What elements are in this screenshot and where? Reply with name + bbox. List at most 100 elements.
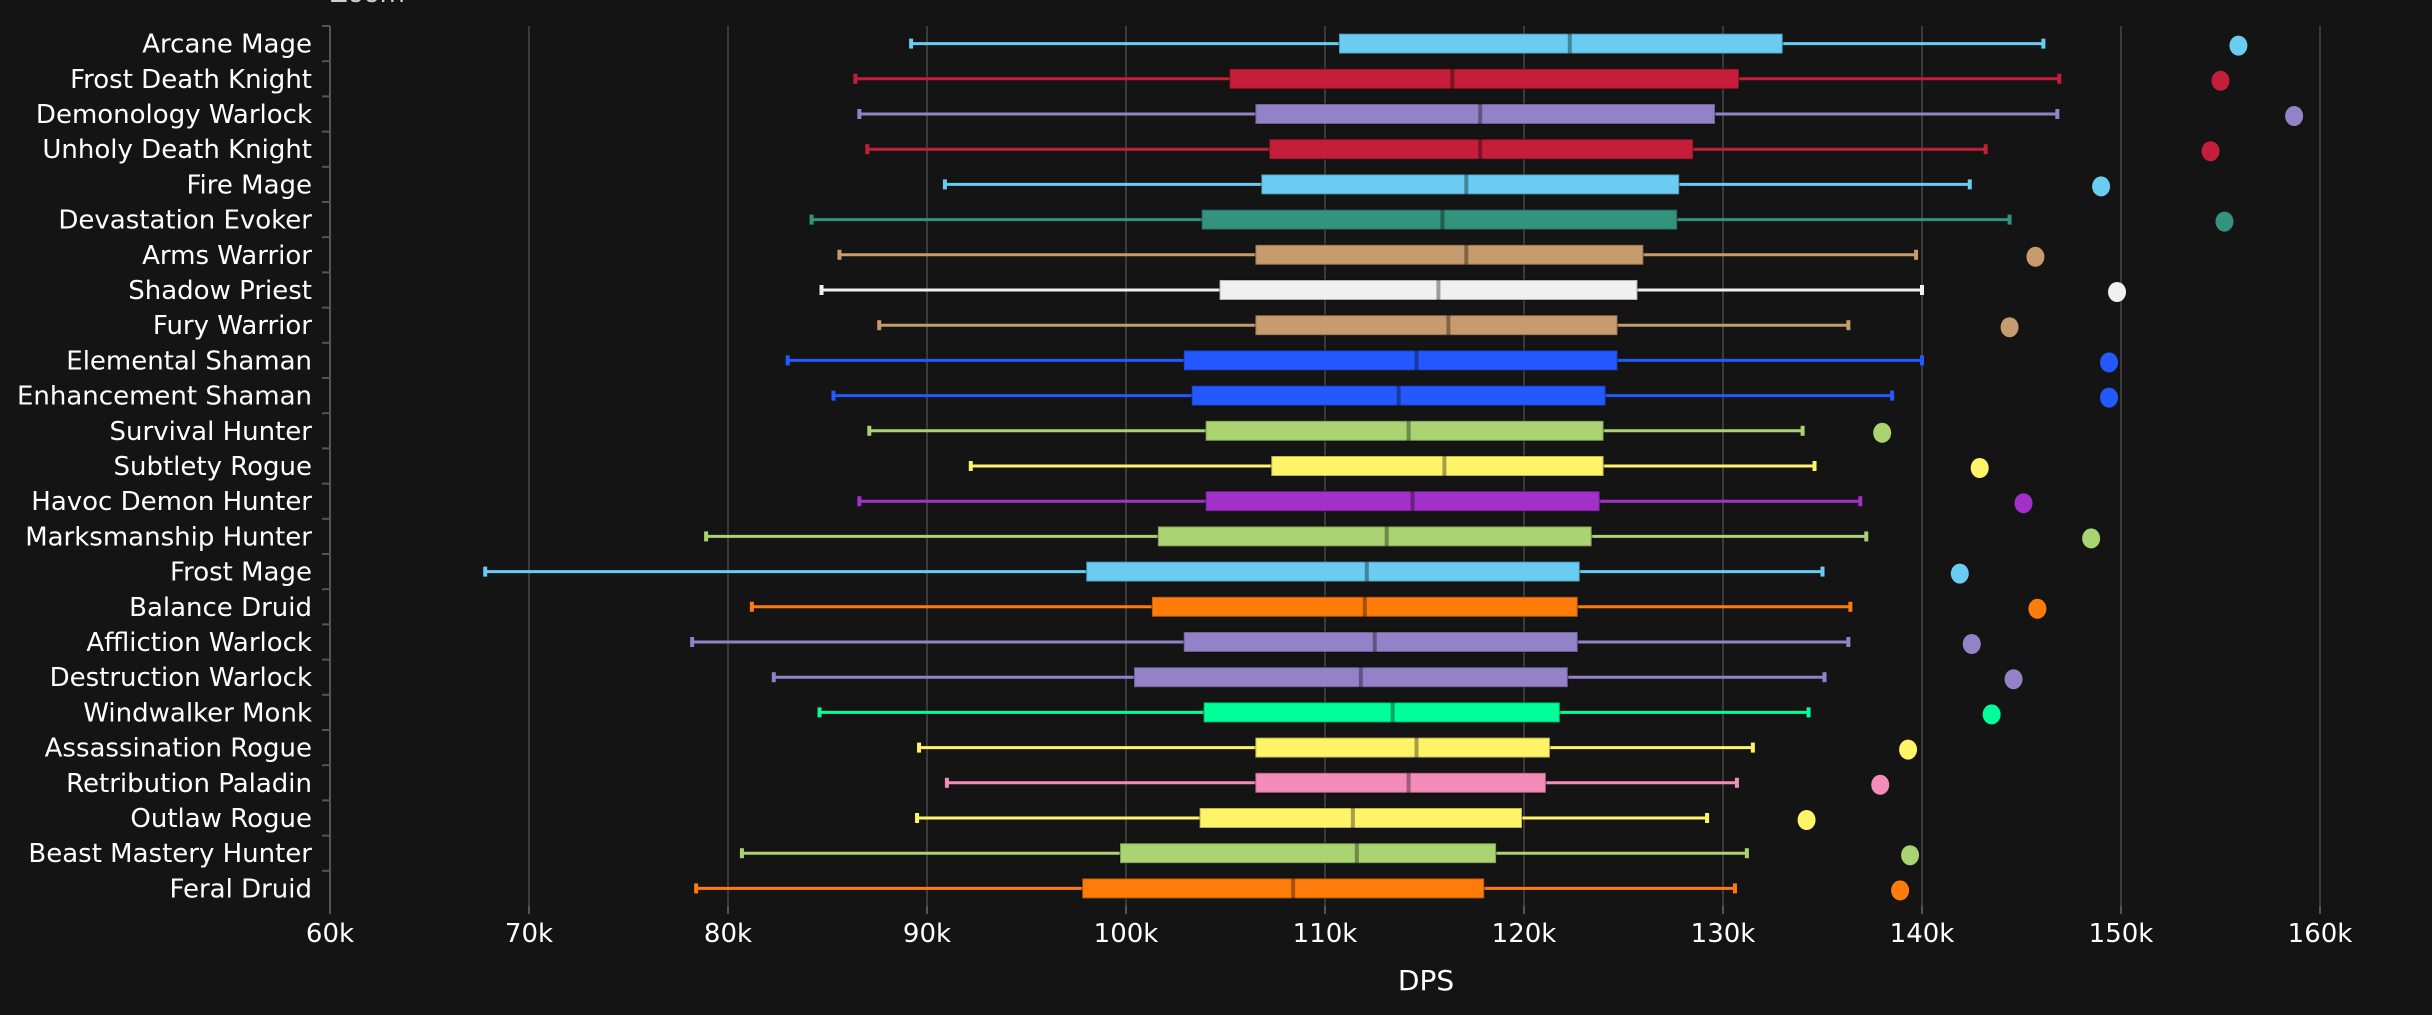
outlier-point xyxy=(2028,598,2047,619)
category-label: Elemental Shaman xyxy=(66,346,312,376)
category-label: Arcane Mage xyxy=(142,30,312,60)
outlier-point xyxy=(2026,246,2045,267)
box-affliction-warlock xyxy=(690,631,1981,654)
box-subtlety-rogue xyxy=(968,455,1989,478)
boxes xyxy=(483,32,2304,901)
box-windwalker-monk xyxy=(817,701,2001,725)
category-label: Survival Hunter xyxy=(110,417,313,447)
category-label: Arms Warrior xyxy=(142,241,312,271)
box-frost-death-knight xyxy=(853,67,2230,91)
box-demonology-warlock xyxy=(857,103,2304,126)
box-fire-mage xyxy=(942,173,2111,197)
box-shadow-priest xyxy=(819,279,2127,302)
category-label: Affliction Warlock xyxy=(86,628,312,658)
box-marksmanship-hunter xyxy=(704,525,2101,549)
category-label: Outlaw Rogue xyxy=(130,804,312,834)
outlier-point xyxy=(1891,880,1910,901)
category-label: Demonology Warlock xyxy=(36,100,312,130)
box-arms-warrior xyxy=(837,243,2045,267)
box-outlaw-rogue xyxy=(915,807,1816,830)
iqr-box xyxy=(1254,103,1717,125)
box-fury-warrior xyxy=(877,314,2019,338)
box-balance-druid xyxy=(749,595,2047,619)
iqr-box xyxy=(1254,736,1551,759)
outlier-point xyxy=(2201,141,2220,162)
outlier-point xyxy=(1899,739,1918,760)
iqr-box xyxy=(1198,807,1524,829)
outlier-point xyxy=(1950,563,1969,584)
outlier-point xyxy=(1982,704,2001,725)
iqr-box xyxy=(1270,455,1605,477)
category-label: Havoc Demon Hunter xyxy=(31,487,312,517)
category-label: Destruction Warlock xyxy=(50,663,312,693)
category-label: Enhancement Shaman xyxy=(17,382,312,412)
outlier-point xyxy=(2100,387,2119,408)
iqr-box xyxy=(1202,701,1561,724)
category-label: Devastation Evoker xyxy=(58,206,312,236)
box-survival-hunter xyxy=(867,419,1892,443)
category-label: Frost Mage xyxy=(170,558,312,588)
iqr-box xyxy=(1254,771,1547,794)
x-tick-label: 70k xyxy=(505,919,553,949)
category-label: Retribution Paladin xyxy=(66,769,312,799)
x-tick-label: 80k xyxy=(704,919,752,949)
outlier-point xyxy=(1871,774,1890,795)
x-tick-label: 140k xyxy=(1890,919,1955,949)
iqr-box xyxy=(1260,173,1681,196)
iqr-box xyxy=(1204,419,1605,442)
y-axis: Arcane Mage Frost Death Knight Demonology … xyxy=(17,25,331,906)
outlier-point xyxy=(1797,810,1816,830)
outlier-point xyxy=(2285,106,2304,126)
box-retribution-paladin xyxy=(944,771,1890,795)
box-feral-druid xyxy=(694,877,1910,901)
iqr-box xyxy=(1200,208,1679,231)
category-label: Subtlety Rogue xyxy=(113,452,312,482)
iqr-box xyxy=(1132,666,1569,689)
outlier-point xyxy=(2092,176,2111,197)
iqr-box xyxy=(1119,842,1498,865)
iqr-box xyxy=(1204,490,1601,513)
x-tick-label: 150k xyxy=(2089,919,2154,949)
box-assassination-rogue xyxy=(917,736,1918,760)
clipped-zoom-label[interactable]: Zoom xyxy=(330,0,405,9)
outlier-point xyxy=(2000,317,2019,338)
category-label: Fire Mage xyxy=(186,170,312,200)
category-label: Beast Mastery Hunter xyxy=(28,839,312,869)
iqr-box xyxy=(1228,67,1740,90)
iqr-box xyxy=(1190,384,1607,407)
box-elemental-shaman xyxy=(785,349,2119,373)
outlier-point xyxy=(1873,422,1892,443)
iqr-box xyxy=(1150,595,1579,618)
x-axis-title: DPS xyxy=(1398,964,1454,997)
outlier-point xyxy=(2100,352,2119,373)
category-label: Unholy Death Knight xyxy=(42,135,312,165)
iqr-box xyxy=(1156,525,1593,548)
outlier-point xyxy=(2229,35,2248,56)
outlier-point xyxy=(2014,493,2033,514)
iqr-box xyxy=(1254,243,1645,266)
category-label: Marksmanship Hunter xyxy=(25,522,312,552)
outlier-point xyxy=(1970,458,1989,478)
box-beast-mastery-hunter xyxy=(739,842,1920,866)
outlier-point xyxy=(2108,282,2127,302)
x-tick-label: 120k xyxy=(1492,919,1557,949)
category-label: Windwalker Monk xyxy=(83,698,312,728)
outlier-point xyxy=(2211,70,2230,91)
category-label: Fury Warrior xyxy=(153,311,312,341)
box-destruction-warlock xyxy=(771,666,2023,690)
outlier-point xyxy=(2004,669,2023,690)
category-label: Feral Druid xyxy=(169,874,312,904)
category-label: Balance Druid xyxy=(129,593,312,623)
box-unholy-death-knight xyxy=(865,138,2220,162)
outlier-point xyxy=(1962,634,1981,654)
x-tick-label: 160k xyxy=(2288,919,2353,949)
category-label: Frost Death Knight xyxy=(70,65,312,95)
iqr-box xyxy=(1182,631,1579,653)
outlier-point xyxy=(2082,528,2101,549)
box-arcane-mage xyxy=(909,32,2248,56)
outlier-point xyxy=(2215,211,2234,232)
box-enhancement-shaman xyxy=(831,384,2119,408)
category-label: Assassination Rogue xyxy=(45,734,312,764)
box-havoc-demon-hunter xyxy=(857,490,2033,514)
